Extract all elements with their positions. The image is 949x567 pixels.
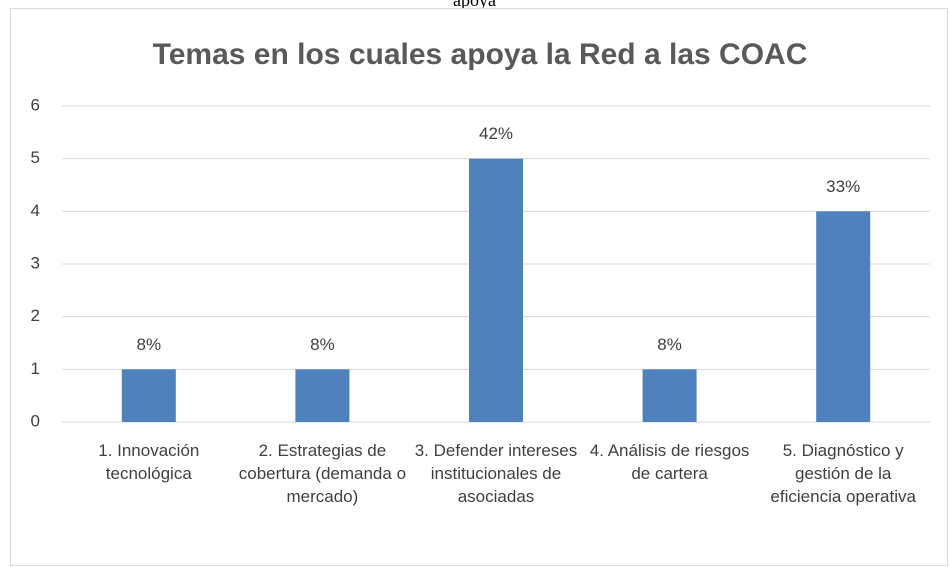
annotation: 42% bbox=[479, 124, 513, 143]
annotation: 33% bbox=[826, 177, 860, 196]
annotation: 8% bbox=[310, 335, 335, 354]
annotation: 8% bbox=[657, 335, 682, 354]
x-tick-label: 4. Análisis de riesgos de cartera bbox=[589, 441, 750, 483]
bar bbox=[295, 369, 350, 422]
x-tick-label: 1. Innovación tecnológica bbox=[98, 441, 200, 483]
x-tick-label: 3. Defender intereses institucionales de… bbox=[414, 441, 578, 506]
y-tick-label: 2 bbox=[31, 306, 40, 325]
bar bbox=[816, 211, 871, 422]
y-tick-label: 4 bbox=[31, 201, 40, 220]
chart-title: Temas en los cuales apoya la Red a las C… bbox=[153, 38, 808, 71]
x-tick-label: 5. Diagnóstico y gestión de la eficienci… bbox=[770, 441, 916, 506]
y-tick-label: 5 bbox=[31, 148, 40, 167]
y-tick-label: 0 bbox=[31, 411, 40, 430]
y-tick-label: 3 bbox=[31, 253, 40, 272]
annotation: 8% bbox=[137, 335, 162, 354]
y-tick-label: 1 bbox=[31, 359, 40, 378]
y-tick-label: 6 bbox=[31, 95, 40, 114]
top-fragment: apoya bbox=[453, 0, 496, 10]
bar bbox=[642, 369, 697, 422]
x-tick-label: 2. Estrategias de cobertura (demanda o m… bbox=[238, 441, 407, 506]
bar bbox=[469, 158, 523, 422]
bar bbox=[121, 369, 176, 422]
